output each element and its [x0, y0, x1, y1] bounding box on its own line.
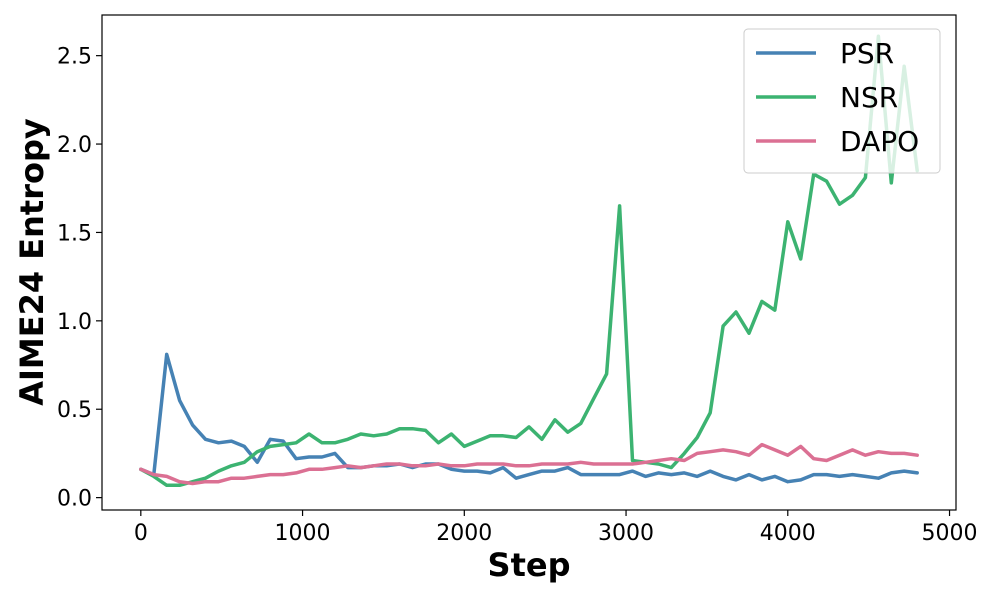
x-tick-label: 0: [134, 521, 148, 546]
x-tick-label: 5000: [922, 521, 978, 546]
legend-label-dapo: DAPO: [840, 125, 919, 158]
x-tick-label: 1000: [275, 521, 331, 546]
y-tick-label: 0.0: [57, 487, 92, 512]
x-tick-label: 3000: [598, 521, 654, 546]
legend: PSR NSR DAPO: [743, 28, 941, 174]
legend-label-nsr: NSR: [840, 81, 898, 114]
series-layer: [139, 34, 919, 488]
series-line-dapo: [139, 442, 919, 486]
x-tick-label: 2000: [436, 521, 492, 546]
y-tick-label: 0.5: [57, 398, 92, 423]
legend-box: [743, 28, 941, 174]
legend-label-psr: PSR: [840, 37, 894, 70]
y-axis: 0.0 0.5 1.0 1.5 2.0 2.5: [57, 45, 102, 512]
y-tick-label: 1.5: [57, 221, 92, 246]
y-tick-label: 2.5: [57, 45, 92, 70]
series-line-psr: [139, 352, 919, 484]
x-axis-title: Step: [488, 546, 571, 584]
x-axis: 0 1000 2000 3000 4000 5000: [134, 510, 978, 546]
x-tick-label: 4000: [760, 521, 816, 546]
y-tick-label: 2.0: [57, 133, 92, 158]
plot-frame: [101, 14, 957, 511]
y-axis-title: AIME24 Entropy: [13, 118, 51, 406]
y-tick-label: 1.0: [57, 310, 92, 335]
series-line-nsr: [139, 34, 919, 488]
